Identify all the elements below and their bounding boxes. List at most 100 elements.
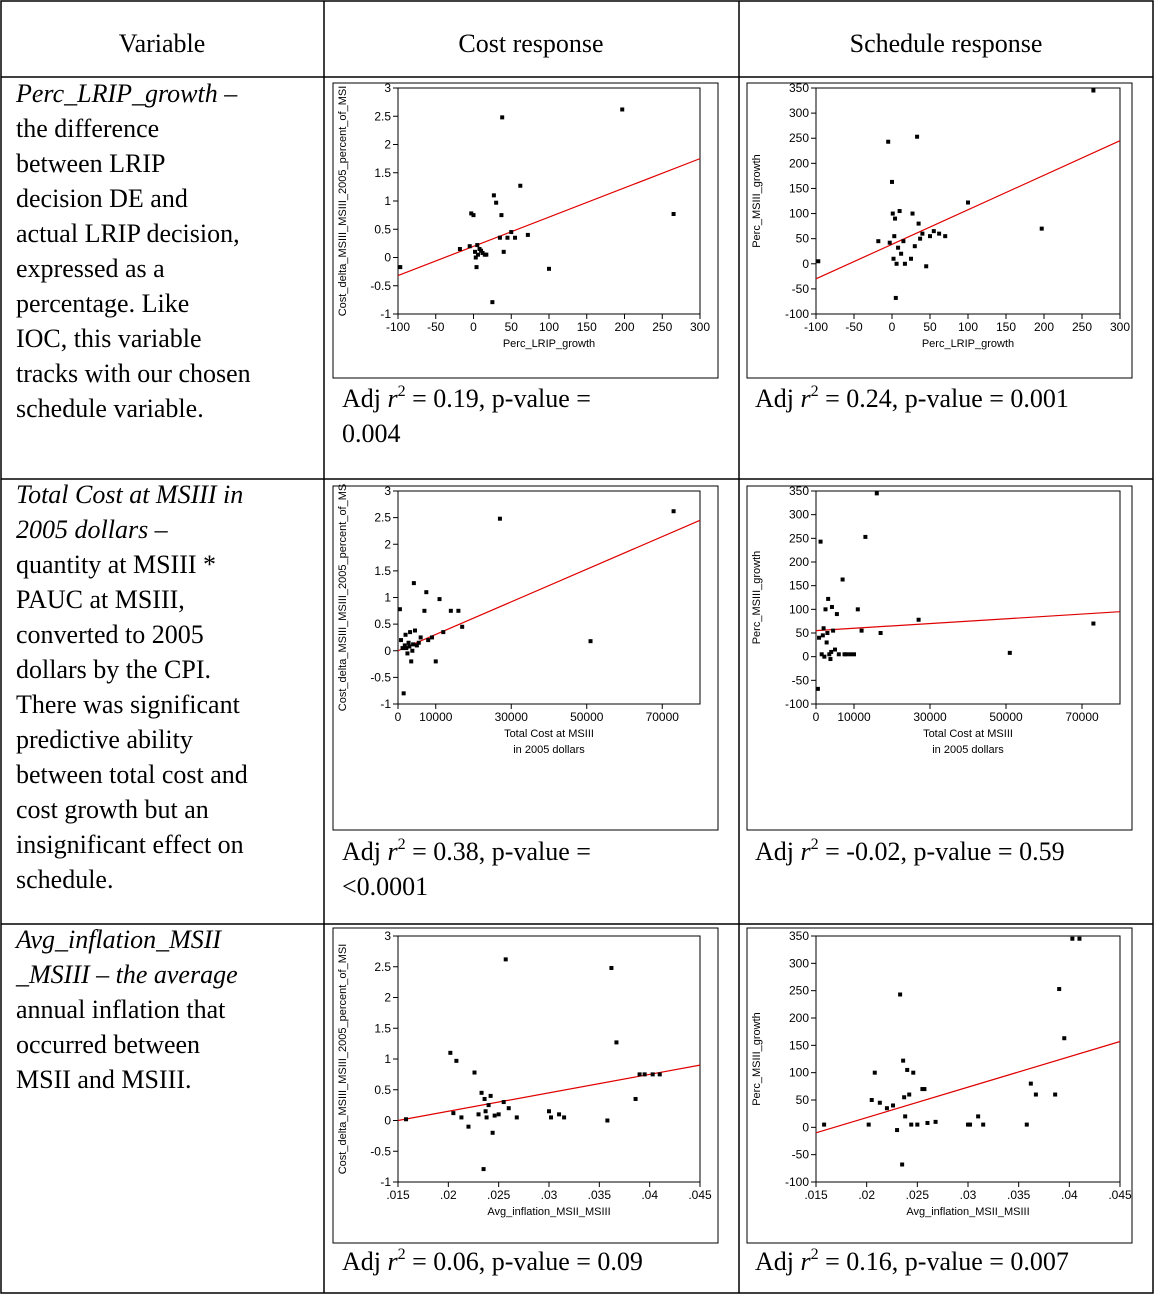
y-tick-label: 50 <box>796 232 810 246</box>
y-tick-label: 350 <box>789 484 809 498</box>
description-line: between LRIP <box>16 149 165 178</box>
data-point <box>411 581 416 586</box>
data-point <box>893 216 898 221</box>
description-line: MSII and MSIII. <box>16 1065 192 1094</box>
sched-infl-scatter: -100 -50 0 50 100 150 200 250 300 350 .015 .02 .025.… <box>746 927 1133 1244</box>
data-point <box>620 107 625 112</box>
data-point <box>433 659 438 664</box>
description-line: PAUC at MSIII, <box>16 585 185 614</box>
description-line: Perc_LRIP_growth – <box>15 79 238 108</box>
x-tick-label: 250 <box>1072 320 1092 334</box>
data-point <box>928 234 932 239</box>
data-point <box>874 491 879 496</box>
data-point <box>411 642 416 647</box>
data-point <box>424 590 429 595</box>
fit-line <box>397 158 701 277</box>
x-tick-label: 70000 <box>646 710 680 724</box>
y-tick-label: 100 <box>789 602 809 616</box>
x-tick-label: 30000 <box>913 710 947 724</box>
data-point <box>473 249 478 254</box>
data-point <box>492 1113 497 1118</box>
data-point <box>467 244 472 249</box>
x-tick-label: -100 <box>386 320 410 334</box>
x-tick-label: 0 <box>889 320 896 334</box>
data-point <box>454 1058 459 1063</box>
data-point <box>833 647 837 652</box>
x-axis-label: Perc_LRIP_growth <box>922 338 1014 350</box>
x-tick-label: .04 <box>1061 1188 1078 1202</box>
data-point <box>900 1162 905 1167</box>
data-point <box>903 1114 908 1119</box>
data-point <box>671 509 676 514</box>
data-point <box>898 992 903 997</box>
x-tick-label: 50000 <box>989 710 1023 724</box>
data-point <box>503 957 508 962</box>
description-line: quantity at MSIII * <box>16 550 216 579</box>
data-point <box>819 652 824 657</box>
data-point <box>1039 226 1044 231</box>
data-point <box>907 1092 912 1097</box>
description-line: 2005 dollars – <box>16 515 169 544</box>
data-point <box>476 1112 481 1117</box>
data-point <box>490 300 495 305</box>
data-point <box>441 630 446 635</box>
data-point <box>893 295 898 300</box>
description-line: _MSIII – the average <box>15 960 238 989</box>
y-tick-label: 150 <box>789 579 809 593</box>
data-point <box>909 1122 914 1127</box>
data-point <box>397 607 402 612</box>
header-schedule: Schedule response <box>850 29 1043 58</box>
data-point <box>398 265 403 270</box>
data-point <box>863 534 868 539</box>
data-point <box>829 649 834 654</box>
data-point <box>456 608 461 613</box>
data-point <box>890 211 895 216</box>
x-tick-label: .015 <box>804 1188 828 1202</box>
stat-line: Adj r2 = -0.02, p-value = 0.59 <box>755 836 1065 866</box>
x-axis-label: Total Cost at MSIII <box>504 728 594 740</box>
data-point <box>916 221 921 226</box>
data-point <box>836 652 841 657</box>
data-point <box>671 211 676 216</box>
data-point <box>1033 1092 1038 1097</box>
y-tick-label: 2.5 <box>374 109 391 123</box>
cost-total-scatter: -1 -0.5 0 0.5 1 1.5 2 2.5 3 0 10000 30000 50000 70000… <box>332 484 719 831</box>
y-tick-label: 250 <box>789 531 809 545</box>
y-tick-label: -100 <box>785 307 809 321</box>
y-tick-label: 3 <box>384 929 391 943</box>
data-point <box>968 1122 973 1127</box>
stat-line: Adj r2 = 0.06, p-value = 0.09 <box>342 1246 643 1276</box>
data-point <box>513 235 518 240</box>
y-tick-label: 350 <box>789 81 809 95</box>
y-tick-label: 0 <box>802 257 809 271</box>
data-point <box>887 240 892 245</box>
x-tick-label: 150 <box>996 320 1016 334</box>
data-point <box>416 640 421 645</box>
y-tick-label: 2.5 <box>374 960 391 974</box>
description-line: predictive ability <box>16 725 193 754</box>
fit-line <box>815 611 1121 632</box>
data-point <box>827 652 832 657</box>
data-point <box>901 239 906 244</box>
y-tick-label: -100 <box>785 1175 809 1189</box>
data-point <box>884 1106 889 1111</box>
x-tick-label: 50000 <box>570 710 604 724</box>
sched-total-scatter: -100 -50 0 50 100 150 200 250 300 350 0 10000 30000 5… <box>746 484 1133 831</box>
data-point <box>547 1109 551 1114</box>
stat-line: 0.004 <box>342 419 401 448</box>
data-point <box>405 651 410 656</box>
data-point <box>890 179 894 184</box>
y-tick-label: 350 <box>789 929 809 943</box>
data-point <box>937 231 942 236</box>
data-point <box>902 1095 907 1100</box>
data-point <box>1077 936 1082 941</box>
data-point <box>473 255 478 260</box>
data-point <box>1091 88 1096 93</box>
data-point <box>821 626 826 631</box>
data-point <box>505 235 510 240</box>
data-point <box>475 243 480 248</box>
data-point <box>905 1067 910 1072</box>
y-tick-label: 50 <box>796 1093 810 1107</box>
y-tick-label: 100 <box>789 1066 809 1080</box>
description-line: There was significant <box>16 690 241 719</box>
